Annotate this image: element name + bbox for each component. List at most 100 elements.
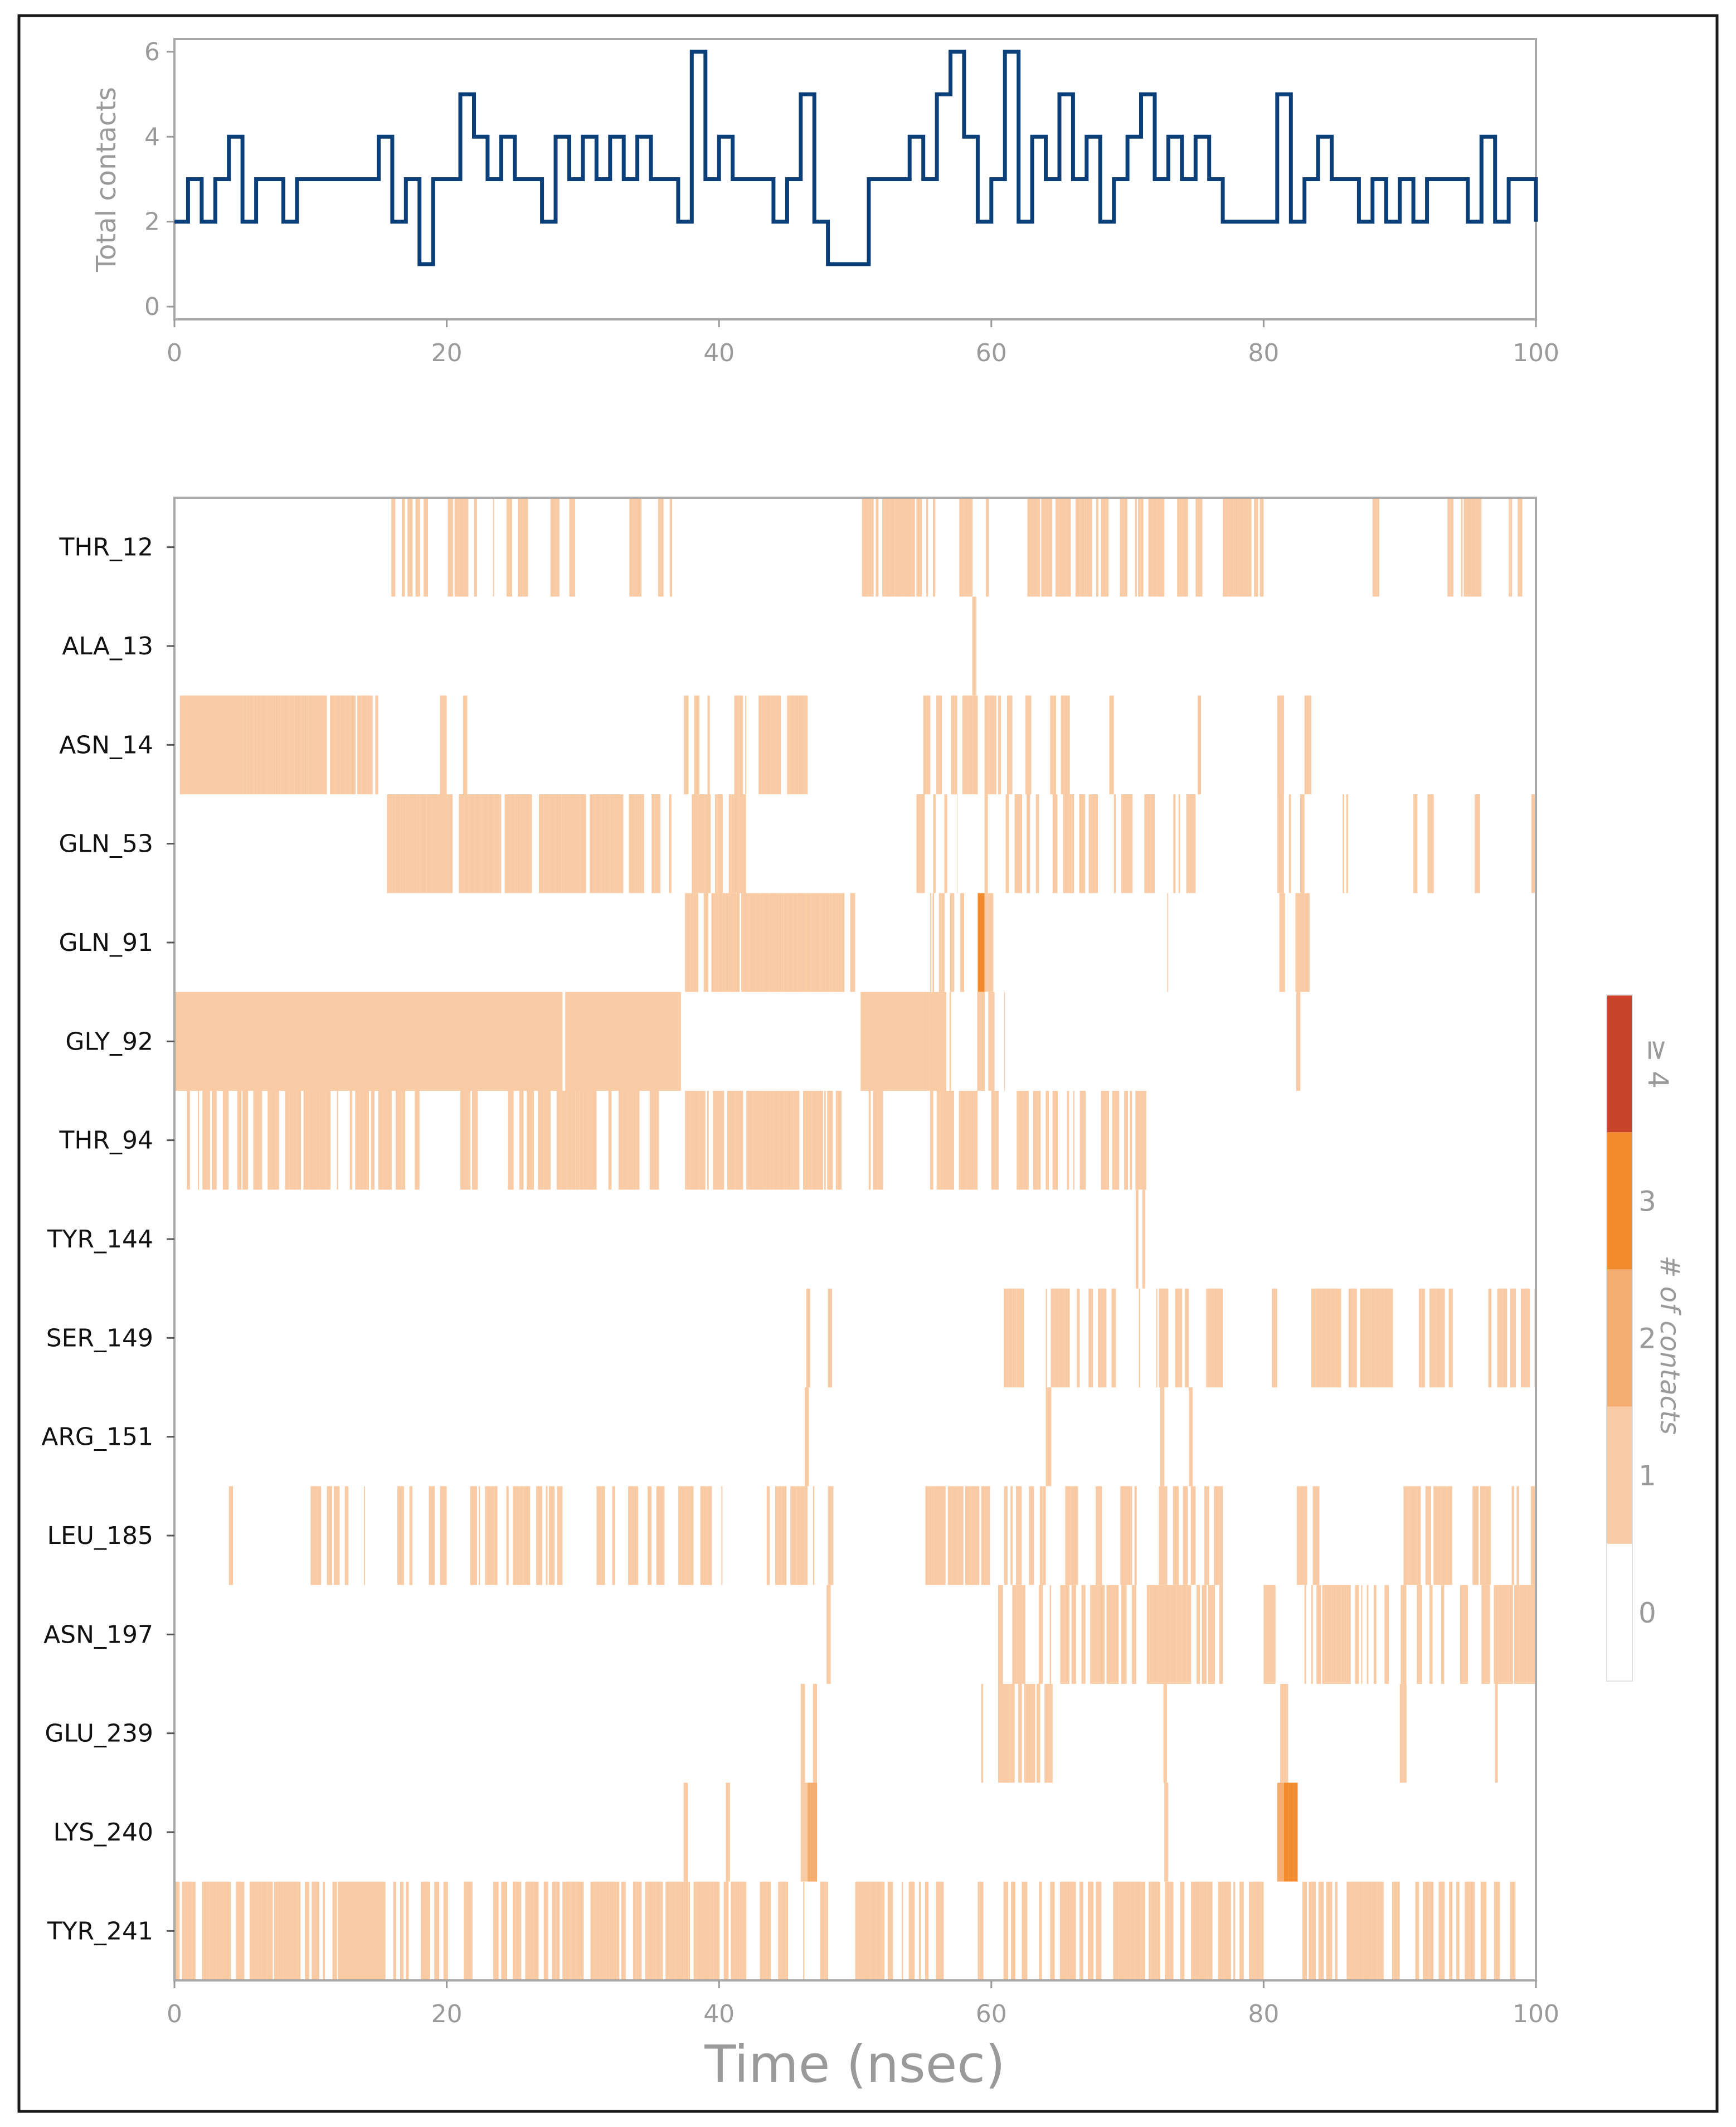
contact-cell [1403,1684,1407,1783]
contact-cell [1027,498,1030,597]
contact-cell [274,1881,278,1980]
contact-cell [1472,1486,1479,1585]
contact-cell [1408,1486,1410,1585]
heatmap-x-tick-label: 20 [431,2000,463,2028]
contact-cell [760,1881,764,1980]
contact-cell [1418,1288,1425,1387]
contact-cell [930,992,934,1091]
contact-cell [202,1091,208,1190]
contact-cell [753,1091,760,1190]
contact-cell [1101,498,1103,597]
contact-cell [974,1091,976,1190]
contact-cell [1025,1684,1031,1783]
contact-cell [862,498,868,597]
contact-cell [669,498,672,597]
contacts-series-line [174,50,1538,266]
contact-cell [811,893,815,992]
contact-cell [721,1091,724,1190]
contact-cell [933,498,936,597]
contact-cell [628,1091,634,1190]
contact-cell [1311,1288,1316,1387]
contact-cell [852,893,854,992]
colorbar-label: 2 [1638,1323,1656,1355]
heatmap-x-tick-label: 40 [703,2000,735,2028]
contact-cell [1380,1881,1384,1980]
contact-cell [771,695,776,794]
heatmap-cells [174,498,1536,1980]
heatmap-x-tick-label: 100 [1513,2000,1559,2028]
contact-cell [959,1091,962,1190]
contact-cell [360,1091,364,1190]
contact-cell [1096,1486,1098,1585]
contact-cell [1010,1486,1013,1585]
contact-cell [700,1881,703,1980]
contact-cell [873,1091,878,1190]
contact-cell [1041,498,1046,597]
contact-cell [1206,1486,1209,1585]
contact-cell [1214,1288,1220,1387]
contact-cell [1189,1387,1193,1487]
contact-cell [933,1486,938,1585]
contact-cell [595,794,601,893]
contact-cell [1377,498,1379,597]
contact-cell [727,1091,732,1190]
contact-cell [1300,893,1305,992]
contact-cell [1112,1585,1117,1684]
heatmap-row-thr-12 [391,498,1523,597]
contact-cell [984,794,986,893]
heatmap-y-axis: THR_12 ALA_13 ASN_14 GLN_53 GLN_91 GLY_92 THR_… [41,533,174,1945]
contact-cell [1155,1881,1158,1980]
contact-cell [984,893,988,992]
contact-cell [285,1091,290,1190]
contact-cell [1433,1486,1438,1585]
contact-cell [971,1486,977,1585]
contact-cell [933,992,940,1091]
contact-cell [301,695,304,794]
line-y-axis: 0 2 4 6 [144,38,174,321]
contact-cell [1372,498,1377,597]
contact-cell [527,1091,528,1190]
contact-cell [1282,695,1285,794]
contact-cell [1299,1486,1305,1585]
contact-cell [902,1881,903,1980]
contact-cell [1096,498,1098,597]
contact-cell [1510,1881,1515,1980]
contact-cell [1131,1585,1136,1684]
contact-cell [1160,498,1165,597]
contact-cell [298,1881,301,1980]
contact-cell [696,1881,700,1980]
contact-cell [1197,1585,1200,1684]
contact-cell [400,1881,403,1980]
contact-cell [1135,1091,1141,1190]
contact-cell [1144,794,1147,893]
contact-cell [1009,1684,1011,1783]
contact-cell [249,695,254,794]
contact-cell [367,695,371,794]
contact-cell [977,992,980,1091]
contact-cell [566,1091,568,1190]
contact-cell [1331,1585,1336,1684]
contact-cell [252,1881,256,1980]
contact-cell [280,695,285,794]
contact-cell [1448,1288,1453,1387]
contact-cell [241,1881,245,1980]
contact-cell [980,992,985,1091]
contact-cell [826,1585,828,1684]
contact-cell [1530,1585,1535,1684]
contact-cell [978,893,985,992]
contact-cell [1497,1288,1503,1387]
heatmap-row-asn-14 [179,695,1311,794]
contact-cell [1364,1288,1369,1387]
contact-cell [1413,794,1415,893]
contact-cell [930,893,932,992]
contact-cell [313,695,318,794]
contact-cell [297,695,302,794]
contact-cell [1355,1585,1359,1684]
contact-cell [1037,1684,1040,1783]
contact-cell [308,1091,311,1190]
contact-cell [442,695,447,794]
contact-cell [755,893,760,992]
contact-cell [658,498,661,597]
contact-cell [596,1486,602,1585]
contact-cell [1142,1189,1145,1289]
